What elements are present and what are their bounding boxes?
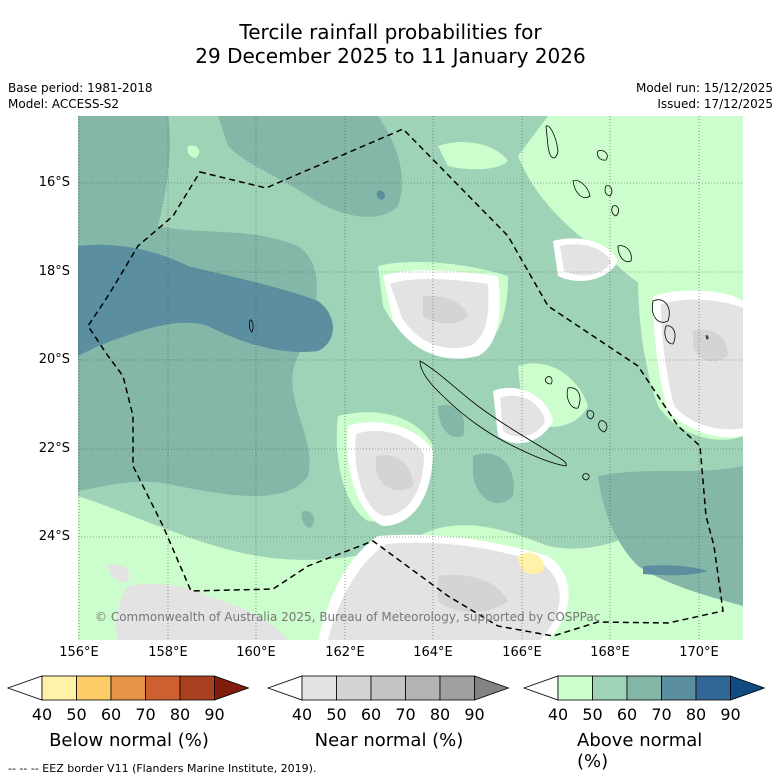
near-colorbar-tick: 80	[429, 705, 451, 724]
new-caledonia-grande-terre	[419, 360, 567, 467]
lon-label-158e: 158°E	[148, 645, 188, 660]
near-colorbar-tick: 90	[464, 705, 485, 724]
lat-label-20s: 20°S	[38, 352, 70, 367]
above-colorbar-cell	[695, 675, 731, 701]
near-colorbar-tick: 40	[291, 705, 313, 724]
below-colorbar-min-extend	[6, 675, 43, 701]
below-colorbar-tick: 60	[100, 705, 122, 724]
map-title-line2: 29 December 2025 to 11 January 2026	[195, 44, 586, 68]
near-colorbar-max-extend	[474, 675, 510, 701]
above-normal-title: Above normal (%)	[577, 730, 703, 772]
below-colorbar-cell	[110, 675, 146, 701]
espiritu-santo	[545, 125, 559, 159]
near-normal-regions	[108, 238, 743, 640]
lat-label-18s: 18°S	[38, 264, 70, 279]
near-colorbar-cell	[370, 675, 406, 701]
lon-label-164e: 164°E	[413, 645, 453, 660]
near-colorbar-tick: 70	[395, 705, 416, 724]
coastlines	[249, 125, 709, 481]
below-colorbar-tick: 70	[135, 705, 156, 724]
below-colorbar-max-extend	[214, 675, 250, 701]
graticule	[78, 116, 743, 640]
near-colorbar-cell	[301, 675, 337, 701]
above-normal-70-80-regions	[78, 190, 708, 576]
near-colorbar-min-extend	[266, 675, 303, 701]
below-colorbar-cell	[145, 675, 181, 701]
below-colorbar-tick: 80	[169, 705, 191, 724]
below-colorbar-tick: 50	[66, 705, 87, 724]
eez-footnote: -- -- -- EEZ border V11 (Flanders Marine…	[8, 762, 317, 775]
lon-label-160e: 160°E	[236, 645, 276, 660]
below-normal-title: Below normal (%)	[49, 730, 209, 751]
lon-label-156e: 156°E	[59, 645, 99, 660]
below-normal-patch	[518, 552, 544, 575]
near-colorbar-tick: 50	[326, 705, 347, 724]
base-period: Base period: 1981-2018	[8, 81, 153, 95]
below-colorbar-tick: 90	[204, 705, 225, 724]
near-colorbar-cell	[405, 675, 441, 701]
above-normal-colorbar	[522, 675, 766, 701]
above-colorbar-tick: 80	[685, 705, 707, 724]
lat-label-22s: 22°S	[38, 441, 70, 456]
above-colorbar-cell	[661, 675, 697, 701]
lon-label-166e: 166°E	[502, 645, 542, 660]
issued-date: Issued: 17/12/2025	[657, 97, 773, 111]
colorbars	[6, 675, 766, 701]
above-colorbar-tick: 60	[616, 705, 638, 724]
above-colorbar-tick: 40	[547, 705, 569, 724]
below-colorbar-cell	[179, 675, 215, 701]
map-copyright: © Commonwealth of Australia 2025, Bureau…	[95, 610, 600, 624]
rainfall-map: © Commonwealth of Australia 2025, Bureau…	[78, 116, 743, 640]
above-colorbar-max-extend	[730, 675, 766, 701]
below-normal-colorbar	[6, 675, 250, 701]
map-title-line1: Tercile rainfall probabilities for	[239, 20, 542, 44]
near-normal-colorbar	[266, 675, 510, 701]
eez-border	[87, 128, 724, 637]
below-colorbar-tick: 40	[31, 705, 53, 724]
above-colorbar-cell	[626, 675, 662, 701]
above-colorbar-cell	[592, 675, 628, 701]
near-colorbar-tick: 60	[360, 705, 382, 724]
above-colorbar-cell	[557, 675, 593, 701]
near-colorbar-cell	[439, 675, 475, 701]
lon-label-168e: 168°E	[590, 645, 630, 660]
above-colorbar-min-extend	[522, 675, 559, 701]
lat-label-24s: 24°S	[38, 529, 70, 544]
near-normal-title: Near normal (%)	[314, 730, 464, 751]
above-colorbar-tick: 50	[582, 705, 603, 724]
lon-label-170e: 170°E	[679, 645, 719, 660]
lat-label-16s: 16°S	[38, 175, 70, 190]
model-name: Model: ACCESS-S2	[8, 97, 120, 111]
below-colorbar-cell	[41, 675, 77, 701]
model-run: Model run: 15/12/2025	[635, 81, 773, 95]
lon-label-162e: 162°E	[325, 645, 365, 660]
below-colorbar-cell	[76, 675, 112, 701]
above-colorbar-tick: 70	[651, 705, 672, 724]
above-colorbar-tick: 90	[720, 705, 741, 724]
near-colorbar-cell	[336, 675, 372, 701]
